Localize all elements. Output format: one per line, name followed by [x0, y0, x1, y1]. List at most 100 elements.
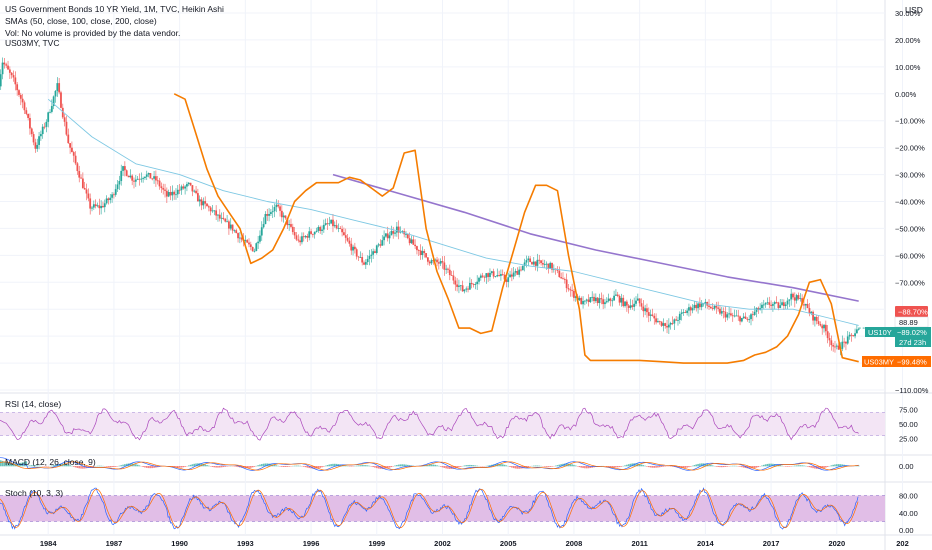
rsi-pane[interactable] [0, 407, 885, 441]
candle-body [445, 268, 448, 270]
candle-body [211, 210, 214, 212]
time-axis-label[interactable]: 2014 [697, 539, 715, 548]
macd-histogram-bar [511, 466, 513, 468]
time-axis-label[interactable]: 202 [896, 539, 909, 548]
stoch-legend[interactable]: Stoch (10, 3, 3) [5, 488, 63, 498]
macd-signal-line[interactable] [0, 461, 859, 471]
macd-histogram-bar [651, 466, 654, 468]
candle-body [492, 271, 495, 277]
candle-body [772, 304, 774, 306]
macd-histogram-bar [585, 466, 588, 469]
candle-body [355, 249, 358, 257]
macd-histogram-bar [775, 464, 778, 467]
candle-body [474, 284, 477, 285]
macd-histogram-bar [556, 465, 559, 467]
candle-body [271, 211, 274, 213]
macd-histogram-bar [135, 464, 137, 467]
time-axis-label[interactable]: 1984 [40, 539, 58, 548]
price-axis[interactable]: 30.00% 20.00% 10.00% 0.00% −10.00% −20.00% −30… [895, 9, 929, 535]
time-axis-label[interactable]: 2005 [500, 539, 517, 548]
macd-histogram-bar [680, 466, 683, 469]
compare-legend[interactable]: US03MY, TVC [5, 38, 60, 48]
candle-body [688, 307, 690, 311]
stoch-d-line[interactable] [0, 488, 859, 529]
sma-value-tag: −88.70% [895, 306, 928, 317]
macd-histogram-bar [12, 463, 15, 467]
macd-histogram-bar [569, 463, 572, 467]
candle-body [178, 189, 181, 191]
macd-histogram-bar [43, 466, 46, 467]
time-axis-label[interactable]: 2020 [828, 539, 845, 548]
macd-histogram-bar [5, 462, 8, 467]
candle-body [273, 207, 276, 212]
candle-body [249, 244, 252, 247]
sma-legend[interactable]: SMAs (50, close, 100, close, 200, close) [5, 16, 157, 26]
candle-body [368, 255, 371, 259]
price-axis-label: −110.00% [895, 386, 929, 395]
candle-body [19, 94, 22, 99]
sma-100-line[interactable] [47, 98, 859, 326]
macd-histogram-bar [465, 465, 468, 467]
time-axis-label[interactable]: 2008 [566, 539, 583, 548]
candle-body [169, 192, 172, 196]
time-axis-label[interactable]: 1999 [368, 539, 385, 548]
macd-histogram-bar [204, 464, 206, 467]
candle-body [61, 107, 64, 118]
candle-body [226, 221, 228, 223]
macd-histogram-bar [32, 465, 35, 467]
macd-histogram-bar [218, 466, 221, 468]
time-axis-label[interactable]: 1990 [171, 539, 188, 548]
candle-body [857, 328, 860, 330]
macd-histogram-bar [797, 465, 800, 467]
candle-body [432, 260, 435, 261]
macd-histogram-bar [370, 466, 373, 467]
us03my-price-tag: US03MY −99.48% [862, 356, 931, 367]
candle-body [257, 241, 260, 244]
macd-histogram-bar [799, 465, 802, 467]
candle-body [129, 175, 132, 178]
candle-body [280, 210, 283, 218]
rsi-line[interactable] [0, 407, 859, 441]
time-axis-label[interactable]: 1996 [303, 539, 320, 548]
time-axis-label[interactable]: 2017 [763, 539, 780, 548]
candle-body [279, 206, 281, 211]
macd-histogram-bar [187, 465, 190, 467]
macd-histogram-bar [359, 465, 362, 467]
macd-histogram-bar [821, 466, 824, 469]
time-axis-label[interactable]: 2002 [434, 539, 451, 548]
macd-histogram-bar [145, 466, 148, 468]
macd-histogram-bar [514, 466, 517, 469]
sma-200-line[interactable] [332, 173, 859, 302]
macd-legend[interactable]: MACD (12, 26, close, 9) [5, 457, 96, 467]
candle-body [102, 205, 104, 208]
time-axis-label[interactable]: 1987 [106, 539, 123, 548]
chart-title: US Government Bonds 10 YR Yield, 1M, TVC… [5, 4, 224, 14]
candle-body [18, 90, 20, 95]
candle-body [518, 269, 521, 275]
time-axis-label[interactable]: 1993 [237, 539, 254, 548]
candle-body [385, 233, 387, 237]
candle-body [339, 228, 342, 229]
time-axis[interactable]: 1984 1987 1990 1993 1996 1999 2002 2005 2008 2011… [40, 539, 909, 548]
candle-body [133, 180, 135, 182]
macd-histogram-bar [825, 466, 827, 468]
candle-body [8, 69, 11, 73]
macd-pane[interactable] [0, 457, 860, 471]
candle-body [532, 261, 535, 265]
macd-histogram-bar [640, 464, 643, 467]
candle-body [408, 238, 411, 244]
macd-histogram-bar [74, 466, 77, 468]
rsi-legend[interactable]: RSI (14, close) [5, 399, 61, 409]
macd-histogram-bar [724, 466, 727, 467]
stoch-pane[interactable] [0, 487, 885, 530]
macd-histogram-bar [30, 465, 33, 467]
macd-histogram-bar [653, 466, 656, 468]
us03my-line[interactable] [173, 93, 859, 364]
macd-histogram-bar [299, 465, 301, 467]
macd-histogram-bar [806, 466, 809, 467]
macd-histogram-bar [281, 466, 283, 467]
macd-histogram-bar [560, 464, 562, 467]
macd-histogram-bar [739, 466, 741, 467]
price-pane[interactable] [0, 57, 885, 364]
time-axis-label[interactable]: 2011 [632, 539, 648, 548]
